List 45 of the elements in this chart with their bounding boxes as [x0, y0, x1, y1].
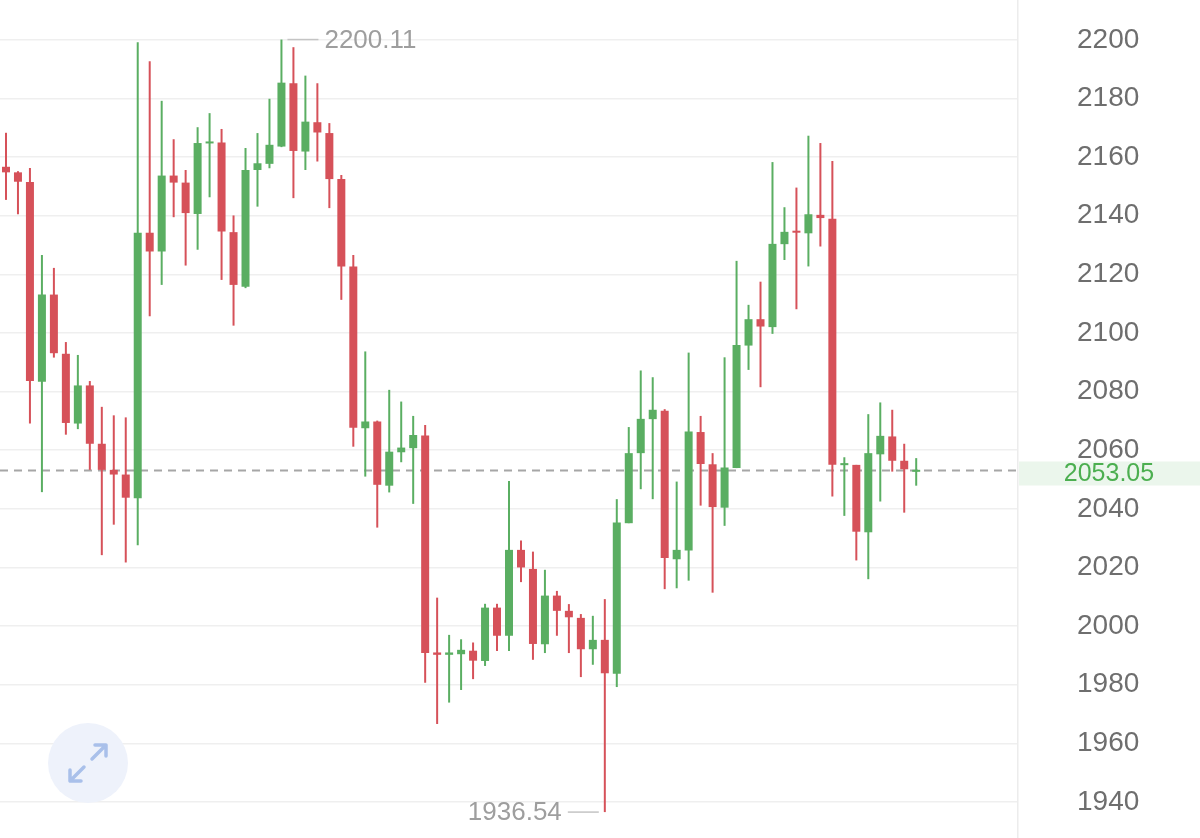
y-tick-label: 2140: [1077, 198, 1140, 230]
candlestick: [900, 442, 909, 514]
candlestick: [840, 456, 849, 517]
candlestick: [756, 280, 765, 389]
candlestick: [672, 480, 681, 590]
y-tick-label: 2080: [1077, 374, 1140, 406]
candlestick: [876, 401, 885, 503]
y-tick-label: 1980: [1077, 667, 1140, 699]
candlestick: [121, 416, 130, 564]
candlestick: [780, 206, 789, 261]
candlestick: [816, 142, 825, 248]
candlestick: [253, 132, 262, 208]
candlestick: [409, 414, 418, 505]
candlestick: [552, 589, 561, 637]
y-tick-label: 2020: [1077, 550, 1140, 582]
y-tick-label: 2000: [1077, 608, 1140, 640]
y-tick-label: 1940: [1077, 784, 1140, 816]
candlestick: [265, 97, 274, 170]
candlestick: [169, 138, 178, 219]
candlestick: [205, 112, 214, 199]
candlestick: [457, 638, 466, 691]
candlestick: [516, 539, 525, 584]
candlestick: [361, 350, 370, 478]
candlestick: [469, 641, 478, 681]
y-tick-label: 2200: [1077, 22, 1140, 54]
candlestick: [648, 376, 657, 501]
candlestick: [433, 596, 442, 725]
y-tick-label: 2040: [1077, 491, 1140, 523]
candlestick: [109, 414, 118, 526]
y-tick-label: 2120: [1077, 257, 1140, 289]
annotation: 2200.11: [324, 23, 417, 54]
candlestick: [804, 134, 813, 268]
y-tick-label: 2100: [1077, 315, 1140, 347]
candlestick: [445, 633, 454, 704]
annotation: 1936.54: [467, 796, 562, 827]
candlestick: [912, 457, 921, 487]
candlestick: [145, 60, 154, 318]
y-tick-label: 2180: [1077, 81, 1140, 113]
candlestick: [13, 170, 22, 216]
y-tick-label: 2160: [1077, 139, 1140, 171]
y-tick-label: 1960: [1077, 726, 1140, 758]
candlestick: [313, 82, 322, 163]
candlestick: [588, 614, 597, 666]
candlestick: [564, 603, 573, 655]
candlestick: [792, 186, 801, 311]
